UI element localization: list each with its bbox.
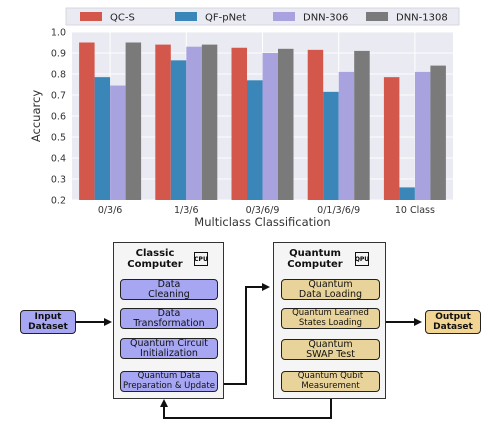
y-tick-label: 0.7	[51, 91, 66, 102]
bar-qf-pnet-2	[247, 80, 263, 200]
bar-qc-s-2	[231, 47, 247, 200]
bar-dnn-1308-3	[354, 50, 370, 201]
y-tick-label: 0.8	[51, 70, 66, 81]
bar-dnn-306-4	[414, 71, 431, 201]
data-transformation-step: Data Transformation	[120, 308, 218, 329]
legend-swatch	[366, 12, 388, 21]
legend-label: QC-S	[110, 13, 135, 24]
x-axis-label: Multiclass Classification	[194, 215, 330, 229]
bar-qf-pnet-0	[94, 77, 111, 200]
x-tick-label: 0/3/6/9	[246, 205, 280, 216]
bar-dnn-1308-2	[278, 48, 294, 200]
data-cleaning-step: Data Cleaning	[120, 279, 218, 300]
bar-dnn-306-1	[186, 46, 202, 201]
accuracy-bar-chart: 0.2 0.3 0.4 0.5 0.6 0.7 0.8 0.9 1.0 0/3/6 1/3/6 0/3…	[29, 7, 460, 229]
bar-qf-pnet-1	[170, 60, 187, 200]
x-tick-label: 0/1/3/6/9	[317, 205, 360, 216]
bar-dnn-306-2	[262, 53, 278, 200]
legend-swatch	[273, 12, 295, 21]
legend-swatch	[80, 12, 102, 21]
x-tick-label: 10 Class	[395, 205, 435, 216]
quantum-data-loading-step: Quantum Data Loading	[281, 279, 380, 300]
legend-label: DNN-306	[303, 13, 348, 24]
x-tick-label: 0/3/6	[98, 205, 123, 216]
y-tick-label: 0.5	[51, 133, 66, 144]
bar-dnn-306-3	[338, 71, 355, 201]
bar-qc-s-4	[383, 77, 400, 200]
y-tick-label: 0.3	[51, 175, 66, 186]
legend-swatch	[175, 12, 197, 21]
arrow-feedback-loop	[160, 398, 332, 419]
bar-dnn-1308-4	[430, 65, 446, 200]
legend-label: DNN-1308	[396, 13, 448, 24]
bar-dnn-1308-1	[201, 44, 218, 200]
bar-dnn-306-0	[110, 85, 126, 200]
quantum-swap-test-step: Quantum SWAP Test	[281, 339, 380, 360]
arrow-classic-to-quantum	[223, 283, 270, 385]
input-dataset-box: Input Dataset	[20, 310, 76, 334]
quantum-computer-title: Quantum Computer	[287, 248, 343, 270]
cpu-chip-icon: CPU	[194, 252, 208, 266]
qpu-chip-icon: QPU	[355, 252, 369, 266]
x-tick-label: 1/3/6	[174, 205, 199, 216]
y-tick-label: 0.2	[51, 196, 66, 207]
quantum-learned-states-loading-step: Quantum Learned States Loading	[281, 308, 380, 329]
bar-qc-s-0	[79, 42, 95, 200]
bar-qc-s-1	[155, 44, 171, 200]
legend-label: QF-pNet	[205, 13, 246, 24]
y-tick-label: 0.4	[51, 154, 66, 165]
bar-dnn-1308-0	[125, 42, 142, 200]
classic-computer-title: Classic Computer	[127, 248, 183, 270]
legend-box	[65, 7, 460, 26]
bar-qf-pnet-4	[399, 187, 415, 200]
bar-qc-s-3	[307, 49, 324, 200]
y-tick-label: 1.0	[51, 28, 66, 39]
quantum-data-preparation-step: Quantum Data Preparation & Update	[120, 371, 218, 392]
bar-qf-pnet-3	[323, 91, 339, 200]
output-dataset-box: Output Dataset	[425, 310, 481, 334]
y-axis-label: Accuarcy	[29, 90, 43, 142]
y-tick-label: 0.6	[51, 112, 66, 123]
quantum-circuit-initialization-step: Quantum Circuit Initialization	[120, 338, 218, 359]
quantum-qubit-measurement-step: Quantum Qubit Measurement	[281, 371, 380, 392]
y-tick-label: 0.9	[51, 49, 66, 60]
